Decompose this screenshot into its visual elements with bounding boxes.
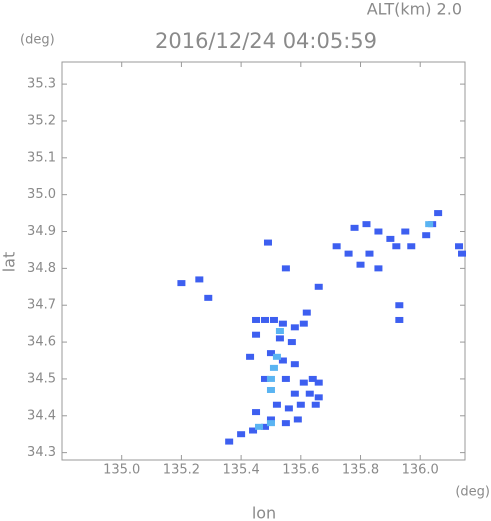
echo-cell (287, 339, 296, 346)
x-tick-label: 135.2 (163, 463, 200, 478)
echo-cell (255, 423, 264, 430)
x-tick-label: 135.6 (282, 463, 319, 478)
echo-cell (266, 416, 275, 423)
echo-cell (278, 320, 287, 327)
echo-cell (455, 243, 464, 250)
echo-cell (296, 401, 305, 408)
y-tick-label: 35.3 (27, 77, 56, 92)
echo-cell (281, 420, 290, 427)
x-tick-label: 135.4 (223, 463, 260, 478)
echo-cell (263, 239, 272, 246)
echo-cell (269, 316, 278, 323)
echo-cell (374, 265, 383, 272)
x-tick-label: 136.0 (402, 463, 439, 478)
echo-cell (266, 375, 275, 382)
echo-cell (290, 361, 299, 368)
x-tick-label: 135.0 (103, 463, 140, 478)
echo-cell (422, 232, 431, 239)
echo-cell (344, 250, 353, 257)
y-tick-label: 34.8 (27, 261, 56, 276)
y-tick-label: 35.0 (27, 187, 56, 202)
echo-cell (281, 265, 290, 272)
echo-cell (260, 423, 269, 430)
echo-cell (365, 250, 374, 257)
echo-cell (252, 316, 261, 323)
echo-cell (332, 243, 341, 250)
echo-cell (260, 316, 269, 323)
y-tick-label: 34.3 (27, 445, 56, 460)
echo-cell (246, 353, 255, 360)
x-axis-label: lon (252, 504, 276, 521)
echo-cell (299, 320, 308, 327)
echo-cell (356, 261, 365, 268)
echo-cell (272, 353, 281, 360)
echo-cell (177, 280, 186, 287)
y-tick-label: 34.4 (27, 408, 56, 423)
echo-cell (278, 357, 287, 364)
echo-cell (293, 416, 302, 423)
y-tick-label: 34.9 (27, 224, 56, 239)
echo-cell (290, 390, 299, 397)
echo-cell (386, 235, 395, 242)
echo-cell (225, 438, 234, 445)
altitude: ALT(km) 2.0 (367, 0, 462, 19)
echo-cell (252, 409, 261, 416)
echo-cell (407, 243, 416, 250)
echo-cell (290, 324, 299, 331)
echo-cell (204, 294, 213, 301)
echo-cell (395, 302, 404, 309)
echo-cell (249, 427, 258, 434)
echo-cell (275, 328, 284, 335)
echo-cell (314, 283, 323, 290)
plot-frame (61, 61, 466, 461)
echo-cell (314, 394, 323, 401)
echo-cell (374, 228, 383, 235)
chart-title: 2016/12/24 04:05:59 (155, 29, 377, 53)
echo-cell (266, 386, 275, 393)
echo-cell (401, 228, 410, 235)
y-tick-label: 35.2 (27, 113, 56, 128)
echo-cell (311, 401, 320, 408)
echo-cell (308, 375, 317, 382)
echo-cell (314, 379, 323, 386)
y-axis-label: lat (0, 252, 19, 273)
y-tick-label: 34.6 (27, 335, 56, 350)
echo-cell (362, 221, 371, 228)
echo-cell (272, 401, 281, 408)
echo-cell (350, 224, 359, 231)
echo-cell (281, 375, 290, 382)
echo-cell (434, 210, 443, 217)
echo-cell (395, 316, 404, 323)
x-tick-label: 135.8 (342, 463, 379, 478)
echo-cell (305, 390, 314, 397)
echo-cell (269, 364, 278, 371)
echo-cell (266, 420, 275, 427)
echo-cell (266, 350, 275, 357)
y-tick-label: 34.5 (27, 371, 56, 386)
echo-cell (275, 335, 284, 342)
echo-cell (302, 309, 311, 316)
echo-cell (299, 379, 308, 386)
echo-cell (392, 243, 401, 250)
y-unit: (deg) (20, 33, 55, 48)
x-unit: (deg) (455, 485, 490, 500)
echo-cell (195, 276, 204, 283)
echo-cell (425, 221, 434, 228)
y-tick-label: 35.1 (27, 150, 56, 165)
echo-cell (260, 375, 269, 382)
echo-cell (237, 431, 246, 438)
echo-cell (458, 250, 467, 257)
echo-cell (252, 331, 261, 338)
echo-cell (284, 405, 293, 412)
y-tick-label: 34.7 (27, 298, 56, 313)
